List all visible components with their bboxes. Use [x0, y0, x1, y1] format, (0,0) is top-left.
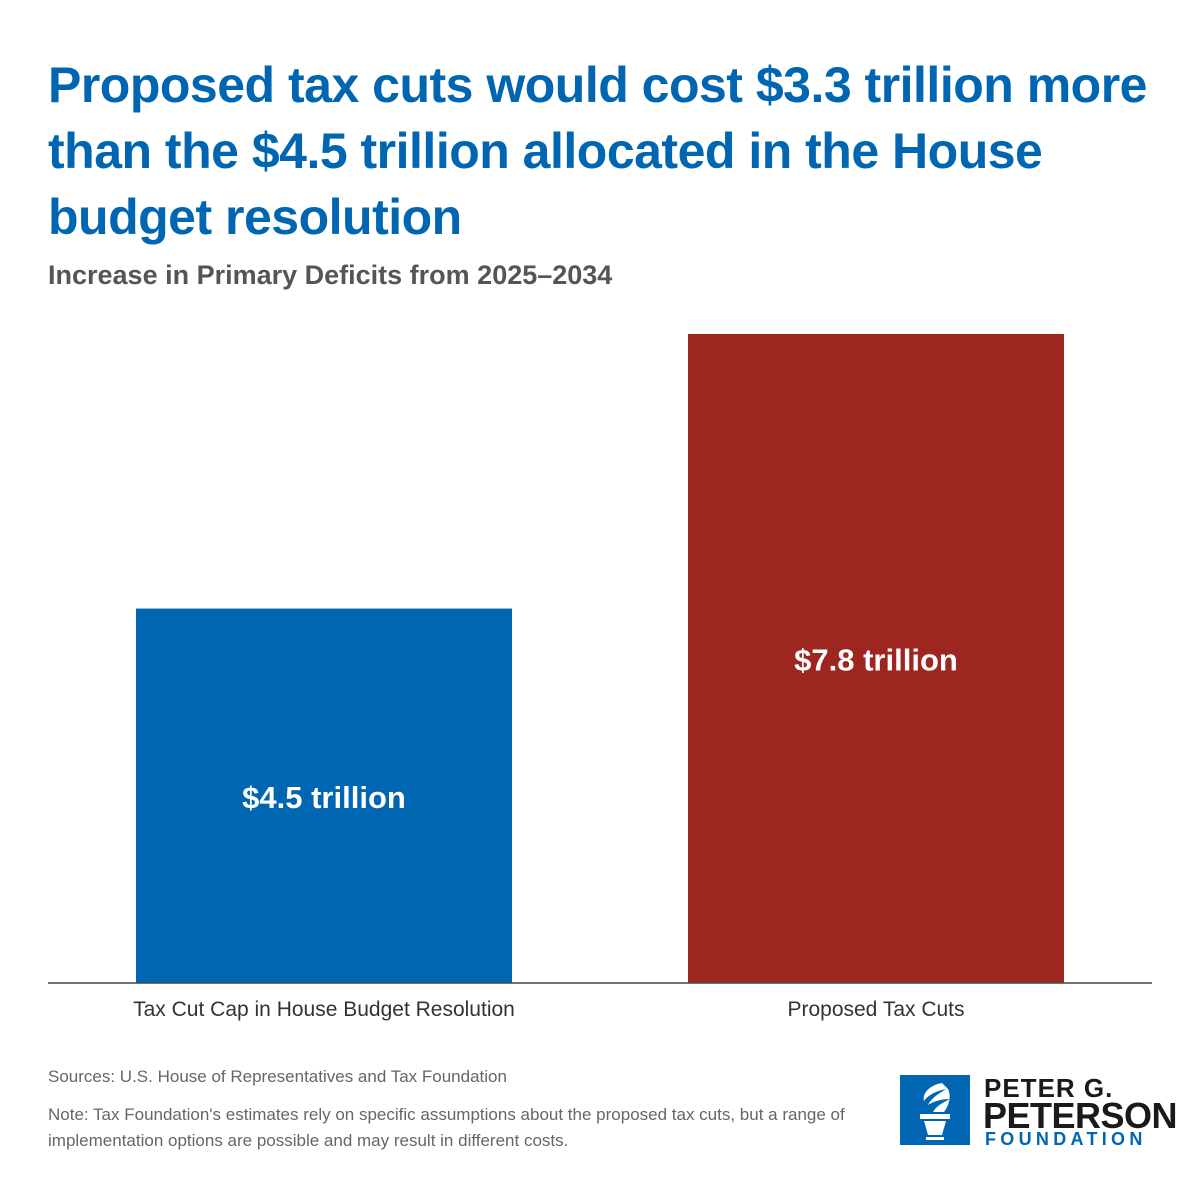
chart-title: Proposed tax cuts would cost $3.3 trilli… — [48, 57, 1147, 245]
bar-proposed-tax-cuts — [688, 334, 1064, 983]
labels-layer: $4.5 trillion Tax Cut Cap in House Budget… — [133, 643, 964, 1022]
chart-subtitle: Increase in Primary Deficits from 2025–2… — [48, 260, 613, 290]
note-text: Note: Tax Foundation's estimates rely on… — [48, 1105, 845, 1150]
category-label-house-budget-cap: Tax Cut Cap in House Budget Resolution — [133, 998, 515, 1021]
bar-house-budget-cap — [136, 608, 512, 983]
category-label-proposed-tax-cuts: Proposed Tax Cuts — [787, 998, 964, 1021]
sources-text: Sources: U.S. House of Representatives a… — [48, 1067, 507, 1086]
peterson-foundation-logo: PETER G. PETERSON FOUNDATION — [900, 1073, 1178, 1150]
bars-layer — [136, 334, 1064, 983]
data-label-proposed-tax-cuts: $7.8 trillion — [794, 643, 958, 678]
logo-text-line1: PETER G. — [984, 1073, 1114, 1103]
bar-chart: $4.5 trillion Tax Cut Cap in House Budget… — [48, 334, 1152, 1022]
torch-icon — [900, 1075, 970, 1145]
logo-text-line3: FOUNDATION — [985, 1129, 1147, 1149]
data-label-house-budget-cap: $4.5 trillion — [242, 780, 406, 815]
logo-text-line2: PETERSON — [983, 1095, 1178, 1136]
